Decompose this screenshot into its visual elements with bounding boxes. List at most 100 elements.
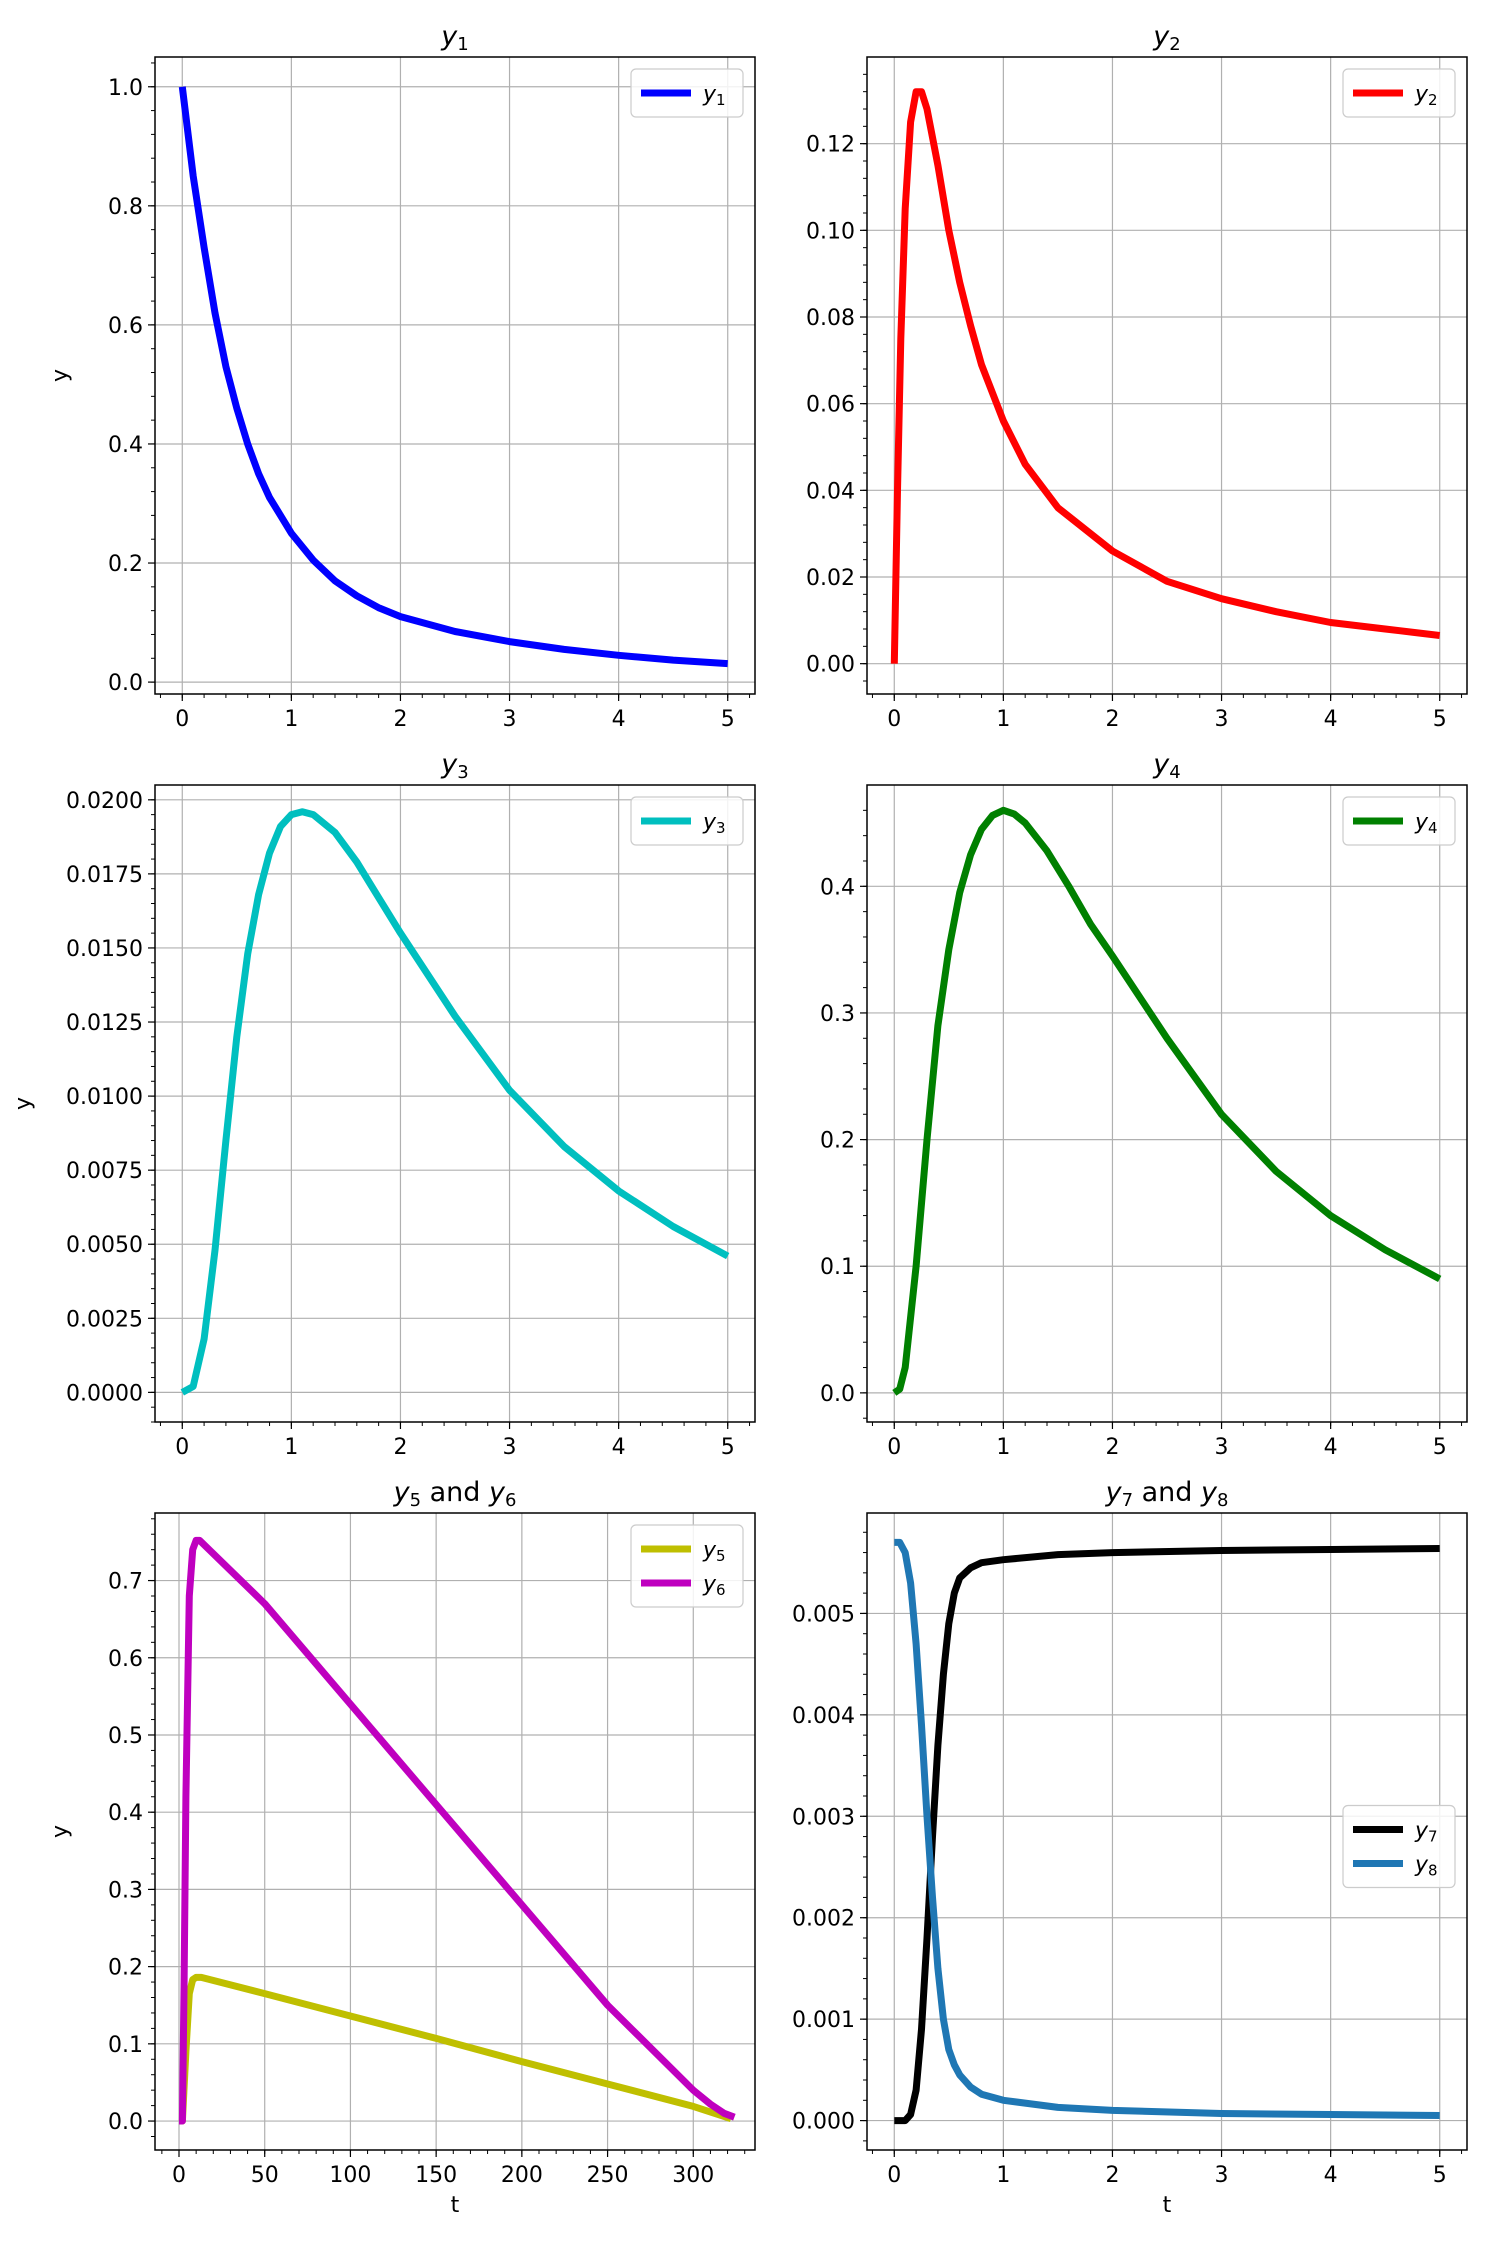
title-connector: and bbox=[1133, 1477, 1201, 1508]
panel-title: y7 and y8 bbox=[1105, 1477, 1229, 1511]
series-line-y4 bbox=[892, 806, 1442, 1396]
y-tick-label: 0.00 bbox=[806, 653, 855, 678]
x-tick-label: 50 bbox=[251, 2163, 279, 2188]
legend-subscript: 4 bbox=[1428, 819, 1438, 837]
y-tick-label: 0.5 bbox=[108, 1724, 143, 1749]
legend-subscript: 7 bbox=[1428, 1828, 1438, 1846]
title-symbol: y bbox=[1105, 1477, 1123, 1508]
y-tick-label: 0.005 bbox=[792, 1602, 855, 1627]
x-tick-label: 300 bbox=[672, 2163, 714, 2188]
legend-symbol: y bbox=[1414, 810, 1429, 835]
x-tick-label: 100 bbox=[329, 2163, 371, 2188]
legend: y4 bbox=[1342, 796, 1456, 846]
legend-label: y8 bbox=[1414, 1853, 1438, 1880]
title-subscript: 4 bbox=[1169, 762, 1180, 783]
legend-symbol: y bbox=[1414, 1819, 1429, 1844]
title-symbol: y bbox=[393, 1477, 411, 1508]
legend: y1 bbox=[630, 68, 744, 118]
x-tick-label: 5 bbox=[721, 1435, 735, 1460]
legend-subscript: 6 bbox=[716, 1581, 726, 1599]
subplot-5: 0 50 100 150 200 250 300 0.0 0.1 0.2 0.3 0.4 0.5 0.6 0… bbox=[48, 1477, 756, 2218]
x-tick-label: 3 bbox=[1215, 707, 1229, 732]
y-tick-label: 0.4 bbox=[820, 875, 855, 900]
legend: y2 bbox=[1342, 68, 1456, 118]
y-tick-label: 0.000 bbox=[792, 2110, 855, 2135]
y-tick-label: 0.2 bbox=[108, 552, 143, 577]
legend-label: y6 bbox=[702, 1572, 726, 1599]
x-tick-label: 0 bbox=[172, 2163, 186, 2188]
x-axis-label: t bbox=[451, 2193, 460, 2218]
legend-symbol: y bbox=[702, 1538, 717, 1563]
x-tick-label: 150 bbox=[415, 2163, 457, 2188]
x-tick-label: 1 bbox=[284, 707, 298, 732]
x-axis-label: t bbox=[1163, 2193, 1172, 2218]
x-tick-label: 4 bbox=[1324, 2163, 1338, 2188]
axes-frame bbox=[866, 56, 1468, 695]
y-tick-label: 0.0075 bbox=[66, 1159, 143, 1184]
y-tick-label: 0.6 bbox=[108, 1647, 143, 1672]
legend-subscript: 2 bbox=[1428, 91, 1438, 109]
y-tick-label: 0.0 bbox=[820, 1382, 855, 1407]
x-tick-label: 4 bbox=[612, 1435, 626, 1460]
y-tick-label: 0.12 bbox=[806, 133, 855, 158]
x-tick-label: 5 bbox=[721, 707, 735, 732]
legend-subscript: 1 bbox=[716, 91, 726, 109]
x-tick-label: 1 bbox=[996, 707, 1010, 732]
title-symbol: y bbox=[1152, 749, 1170, 780]
panel-title: y4 bbox=[1152, 749, 1180, 783]
x-tick-label: 2 bbox=[1105, 1435, 1119, 1460]
y-tick-label: 0.7 bbox=[108, 1570, 143, 1595]
title-connector: and bbox=[421, 1477, 489, 1508]
y-tick-label: 0.1 bbox=[820, 1255, 855, 1280]
y-tick-label: 0.0100 bbox=[66, 1085, 143, 1110]
y-tick-label: 0.3 bbox=[108, 1878, 143, 1903]
x-tick-label: 0 bbox=[887, 707, 901, 732]
y-tick-label: 0.0025 bbox=[66, 1307, 143, 1332]
title-subscript: 7 bbox=[1122, 1490, 1133, 1511]
y-axis-label: y bbox=[48, 1825, 73, 1838]
y-tick-label: 0.0 bbox=[108, 671, 143, 696]
x-tick-label: 5 bbox=[1433, 2163, 1447, 2188]
y-tick-label: 1.0 bbox=[108, 76, 143, 101]
x-tick-label: 0 bbox=[175, 1435, 189, 1460]
axes-frame bbox=[866, 784, 1468, 1423]
y-tick-label: 0.4 bbox=[108, 433, 143, 458]
y-tick-label: 0.06 bbox=[806, 393, 855, 418]
y-tick-label: 0.0000 bbox=[66, 1381, 143, 1406]
series-line-y3 bbox=[180, 808, 730, 1396]
legend-label: y5 bbox=[702, 1538, 726, 1565]
y-tick-label: 0.003 bbox=[792, 1805, 855, 1830]
series-line-y6 bbox=[178, 1536, 736, 2125]
legend-symbol: y bbox=[702, 82, 717, 107]
legend: y3 bbox=[630, 796, 744, 846]
x-tick-label: 2 bbox=[1105, 707, 1119, 732]
x-tick-label: 2 bbox=[393, 1435, 407, 1460]
x-tick-label: 3 bbox=[1215, 2163, 1229, 2188]
legend-symbol: y bbox=[702, 810, 717, 835]
axes-frame bbox=[154, 784, 756, 1423]
title-subscript: 8 bbox=[1217, 1490, 1228, 1511]
axes-frame bbox=[866, 1512, 1468, 2151]
y-tick-label: 0.0150 bbox=[66, 937, 143, 962]
y-tick-label: 0.0175 bbox=[66, 863, 143, 888]
series-line-y7 bbox=[894, 1545, 1440, 2125]
panel-title: y5 and y6 bbox=[393, 1477, 517, 1511]
title-symbol: y bbox=[488, 1477, 506, 1508]
x-tick-label: 3 bbox=[503, 707, 517, 732]
legend-symbol: y bbox=[1414, 1853, 1429, 1878]
legend-label: y2 bbox=[1414, 82, 1438, 109]
y-tick-label: 0.02 bbox=[806, 566, 855, 591]
legend-symbol: y bbox=[1414, 82, 1429, 107]
legend-subscript: 3 bbox=[716, 819, 726, 837]
x-tick-label: 4 bbox=[612, 707, 626, 732]
x-tick-label: 1 bbox=[284, 1435, 298, 1460]
y-tick-label: 0.3 bbox=[820, 1002, 855, 1027]
x-tick-label: 1 bbox=[996, 1435, 1010, 1460]
y-tick-label: 0.2 bbox=[820, 1129, 855, 1154]
x-tick-label: 5 bbox=[1433, 707, 1447, 732]
